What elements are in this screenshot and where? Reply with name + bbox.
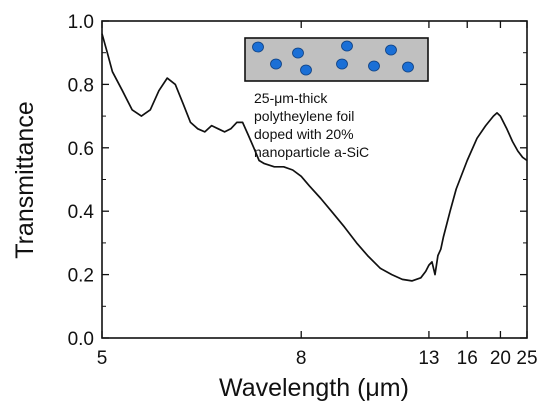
nanoparticle-6 (336, 58, 348, 70)
y-axis-title: Transmittance (11, 101, 39, 258)
inset-label-line-3: doped with 20% (254, 126, 354, 142)
axis-tick-labels: 5 8 13 16 20 25 0.0 0.2 0.4 0.6 0.8 1.0 (68, 12, 538, 369)
inset-label-line-4: nanoparticle a-SiC (254, 144, 369, 160)
x-tick-label-13: 13 (418, 348, 439, 369)
y-tick-label-0.6: 0.6 (68, 139, 94, 160)
x-tick-label-20: 20 (490, 348, 511, 369)
y-tick-label-0.2: 0.2 (68, 266, 94, 287)
nanoparticle-7 (368, 60, 380, 72)
nanoparticle-9 (402, 61, 414, 73)
inset-foil-panel (244, 37, 429, 82)
nanoparticle-2 (270, 58, 282, 70)
nanoparticle-8 (385, 44, 397, 56)
nanoparticle-5 (341, 40, 353, 52)
y-tick-label-1.0: 1.0 (68, 12, 94, 33)
x-tick-label-25: 25 (516, 348, 537, 369)
x-tick-label-8: 8 (296, 348, 307, 369)
nanoparticle-3 (292, 47, 304, 59)
plot-frame (101, 20, 528, 339)
inset-label-line-1: 25-μm-thick (254, 90, 328, 106)
x-tick-label-16: 16 (457, 348, 478, 369)
inset-schematic (244, 37, 429, 82)
nanoparticle-4 (300, 64, 312, 76)
y-tick-label-0.4: 0.4 (68, 202, 95, 223)
x-axis-title: Wavelength (μm) (219, 374, 409, 402)
inset-label-line-2: polytheylene foil (254, 108, 354, 124)
transmittance-curve (101, 33, 528, 282)
y-tick-label-0.0: 0.0 (68, 329, 94, 350)
y-tick-label-0.8: 0.8 (68, 75, 94, 96)
x-tick-label-5: 5 (97, 348, 108, 369)
nanoparticle-1 (252, 41, 264, 53)
